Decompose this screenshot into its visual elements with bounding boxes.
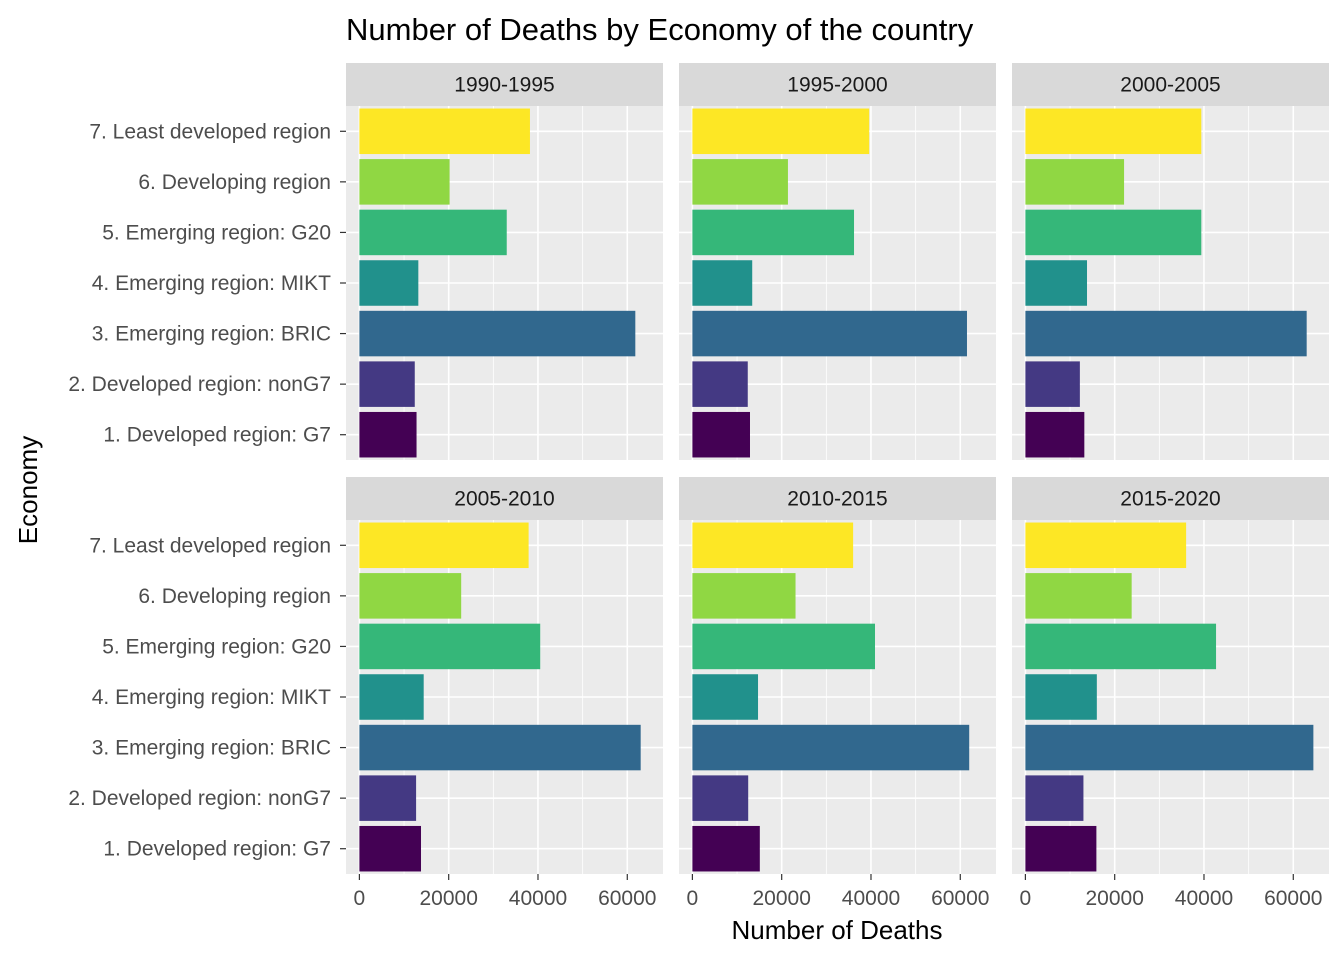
y-tick-label: 1. Developed region: G7	[103, 838, 331, 861]
facet-strip-label: 2010-2015	[787, 488, 887, 511]
bar-2010-2015-4	[692, 674, 759, 720]
bar-2015-2020-1	[1025, 825, 1097, 872]
bar-1995-2000-1	[692, 411, 750, 458]
x-tick-label: 60000	[931, 887, 989, 910]
x-tick-label: 0	[687, 887, 699, 910]
facet-strip	[1012, 63, 1329, 106]
facet-strip-label: 2005-2010	[454, 488, 554, 511]
bar-2010-2015-3	[692, 724, 970, 771]
y-tick-label: 7. Least developed region	[89, 120, 331, 143]
bar-2015-2020-6	[1025, 573, 1132, 619]
bar-2000-2005-1	[1025, 411, 1085, 458]
bar-2015-2020-4	[1025, 674, 1097, 720]
bar-1995-2000-7	[692, 108, 870, 155]
x-tick-label: 40000	[509, 887, 567, 910]
y-tick-label: 3. Emerging region: BRIC	[92, 323, 331, 346]
bar-2000-2005-6	[1025, 159, 1125, 205]
bar-1990-1995-6	[359, 159, 450, 205]
bar-2005-2010-2	[359, 775, 417, 821]
bar-1995-2000-5	[692, 209, 855, 256]
y-tick-label: 6. Developing region	[138, 585, 331, 608]
facet-strip-label: 2000-2005	[1120, 74, 1220, 97]
y-tick-label: 5. Emerging region: G20	[102, 221, 331, 244]
bar-2005-2010-7	[359, 522, 529, 569]
facet-strip	[346, 63, 663, 106]
facet-strip-label: 2015-2020	[1120, 488, 1220, 511]
facet-strip	[679, 63, 996, 106]
bar-1990-1995-4	[359, 260, 419, 306]
bar-1990-1995-2	[359, 361, 415, 407]
chart-title: Number of Deaths by Economy of the count…	[346, 12, 974, 47]
x-tick-label: 40000	[842, 887, 900, 910]
y-tick-label: 3. Emerging region: BRIC	[92, 737, 331, 760]
facet-strip	[1012, 477, 1329, 520]
bar-2010-2015-7	[692, 522, 854, 569]
bar-1990-1995-5	[359, 209, 507, 256]
bar-1995-2000-6	[692, 159, 788, 205]
facet-strip	[346, 477, 663, 520]
y-tick-label: 5. Emerging region: G20	[102, 635, 331, 658]
bar-1995-2000-4	[692, 260, 753, 306]
bar-2015-2020-5	[1025, 623, 1217, 670]
facet-panel-2005-2010: 2005-2010 1. Developed region: G7 2. Devel…	[68, 477, 663, 910]
y-tick-label: 2. Developed region: nonG7	[68, 787, 331, 810]
bar-2005-2010-1	[359, 825, 422, 872]
bar-2000-2005-2	[1025, 361, 1080, 407]
x-tick-label: 20000	[1085, 887, 1143, 910]
y-tick-label: 4. Emerging region: MIKT	[92, 686, 331, 709]
bar-2005-2010-3	[359, 724, 641, 771]
y-tick-label: 4. Emerging region: MIKT	[92, 272, 331, 295]
y-tick-label: 2. Developed region: nonG7	[68, 373, 331, 396]
bar-2000-2005-4	[1025, 260, 1088, 306]
x-tick-label: 20000	[419, 887, 477, 910]
x-tick-label: 60000	[598, 887, 656, 910]
bar-1995-2000-3	[692, 310, 967, 357]
x-tick-label: 0	[1020, 887, 1032, 910]
facet-strip-label: 1990-1995	[454, 74, 554, 97]
facet-panel-1990-1995: 1990-1995 1. Developed region: G7 2. Devel…	[68, 63, 663, 460]
bar-2015-2020-2	[1025, 775, 1084, 821]
bar-1990-1995-3	[359, 310, 636, 357]
bar-2010-2015-6	[692, 573, 796, 619]
x-axis-title: Number of Deaths	[732, 915, 943, 945]
facet-panel-1995-2000: 1995-2000	[679, 63, 996, 460]
bar-2000-2005-3	[1025, 310, 1307, 357]
facet-strip-label: 1995-2000	[787, 74, 887, 97]
x-tick-label: 0	[354, 887, 366, 910]
y-axis-title: Economy	[13, 436, 43, 544]
bar-1995-2000-2	[692, 361, 748, 407]
y-tick-label: 6. Developing region	[138, 171, 331, 194]
bar-2010-2015-2	[692, 775, 749, 821]
facet-panel-2000-2005: 2000-2005	[1012, 63, 1329, 460]
x-tick-label: 40000	[1175, 887, 1233, 910]
bar-2010-2015-5	[692, 623, 876, 670]
bar-2015-2020-7	[1025, 522, 1187, 569]
bar-2000-2005-5	[1025, 209, 1202, 256]
bar-2010-2015-1	[692, 825, 760, 872]
bar-2000-2005-7	[1025, 108, 1202, 155]
bar-2005-2010-5	[359, 623, 541, 670]
facet-strip	[679, 477, 996, 520]
bar-1990-1995-7	[359, 108, 530, 155]
y-tick-label: 1. Developed region: G7	[103, 424, 331, 447]
bar-2005-2010-6	[359, 573, 462, 619]
x-tick-label: 60000	[1264, 887, 1322, 910]
facet-panels: 1990-1995 1. Developed region: G7 2. Devel…	[68, 63, 1329, 910]
x-tick-label: 20000	[752, 887, 810, 910]
bar-2005-2010-4	[359, 674, 424, 720]
y-tick-label: 7. Least developed region	[89, 534, 331, 557]
bar-1990-1995-1	[359, 411, 417, 458]
bar-2015-2020-3	[1025, 724, 1314, 771]
facet-panel-2015-2020: 2015-2020 0 20000 40000 60000	[1012, 477, 1329, 910]
facet-panel-2010-2015: 2010-2015 0 20000 40000 60000	[679, 477, 996, 910]
